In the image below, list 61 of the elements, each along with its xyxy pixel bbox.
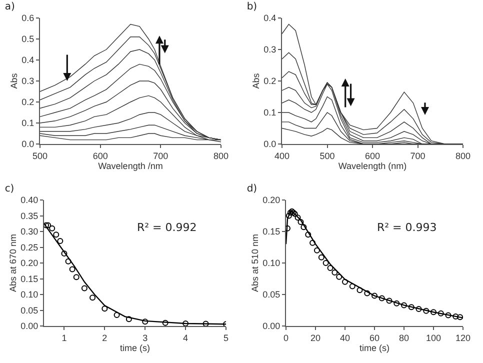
y-tick-label: 0.3 <box>264 44 276 55</box>
y-tick-label: 0.4 <box>264 13 276 24</box>
x-tick-label: 1 <box>62 332 67 343</box>
y-tick-label: 0.30 <box>20 226 38 237</box>
y-tick-label: 0.25 <box>20 242 38 252</box>
y-tick-label: 0.1 <box>22 118 34 128</box>
x-tick-label: 700 <box>410 150 426 161</box>
annotation: R² = 0.993 <box>377 221 437 234</box>
y-tick-label: 0.0 <box>22 139 34 150</box>
y-tick-label: 0.20 <box>20 258 38 268</box>
y-tick-label: 0.5 <box>22 34 34 44</box>
y-tick-label: 0.00 <box>262 321 280 332</box>
y-tick-label: 0.4 <box>22 55 34 66</box>
x-axis-title: Wavelength (nm) <box>338 160 407 171</box>
x-tick-label: 600 <box>364 150 380 161</box>
y-tick-label: 0.15 <box>20 274 38 284</box>
y-tick-label: 0.05 <box>262 290 280 300</box>
x-tick-label: 800 <box>455 150 471 161</box>
y-tick-label: 0.2 <box>22 97 34 108</box>
x-tick-label: 80 <box>398 332 410 343</box>
x-tick-label: 0 <box>283 332 289 343</box>
y-tick-label: 0.15 <box>262 226 280 237</box>
x-axis-title: time (s) <box>360 342 390 353</box>
annotation: R² = 0.992 <box>137 221 197 234</box>
x-tick-label: 60 <box>369 332 380 343</box>
chart-title: a) <box>4 2 15 13</box>
x-tick-label: 400 <box>274 150 290 161</box>
chart-title: d) <box>246 184 258 195</box>
y-tick-label: 0.00 <box>20 321 38 332</box>
y-axis-title: Abs at 510 nm <box>250 234 260 292</box>
x-tick-label: 40 <box>340 332 350 343</box>
y-tick-label: 0.20 <box>262 195 280 206</box>
y-axis-title: Abs <box>251 72 262 89</box>
x-tick-label: 500 <box>32 150 48 161</box>
y-tick-label: 0.10 <box>262 258 280 268</box>
y-tick-label: 0.35 <box>20 210 38 221</box>
x-tick-label: 4 <box>183 332 188 343</box>
x-tick-label: 800 <box>213 150 229 161</box>
x-tick-label: 500 <box>320 150 335 161</box>
chart-title: c) <box>4 184 14 195</box>
y-tick-label: 0.40 <box>20 195 38 206</box>
y-tick-label: 0.05 <box>20 305 38 316</box>
chart-title: b) <box>246 2 258 13</box>
y-axis-title: Abs at 670 nm <box>8 234 18 292</box>
y-tick-label: 0.2 <box>264 76 276 86</box>
y-tick-label: 0.10 <box>20 290 38 300</box>
y-tick-label: 0.0 <box>264 139 276 150</box>
x-tick-label: 700 <box>153 150 168 161</box>
x-tick-label: 3 <box>142 332 148 343</box>
x-tick-label: 2 <box>102 332 108 343</box>
x-tick-label: 20 <box>310 332 321 343</box>
y-tick-label: 0.3 <box>22 76 34 86</box>
y-tick-label: 0.1 <box>264 108 276 118</box>
x-axis-title: time (s) <box>120 342 150 353</box>
x-axis-title: Wavelength /nm <box>98 160 163 171</box>
x-tick-label: 5 <box>223 332 229 343</box>
y-tick-label: 0.6 <box>22 13 34 24</box>
y-axis-title: Abs <box>9 72 20 89</box>
x-tick-label: 120 <box>455 332 471 343</box>
x-tick-label: 100 <box>426 332 442 343</box>
x-tick-label: 600 <box>92 150 108 161</box>
